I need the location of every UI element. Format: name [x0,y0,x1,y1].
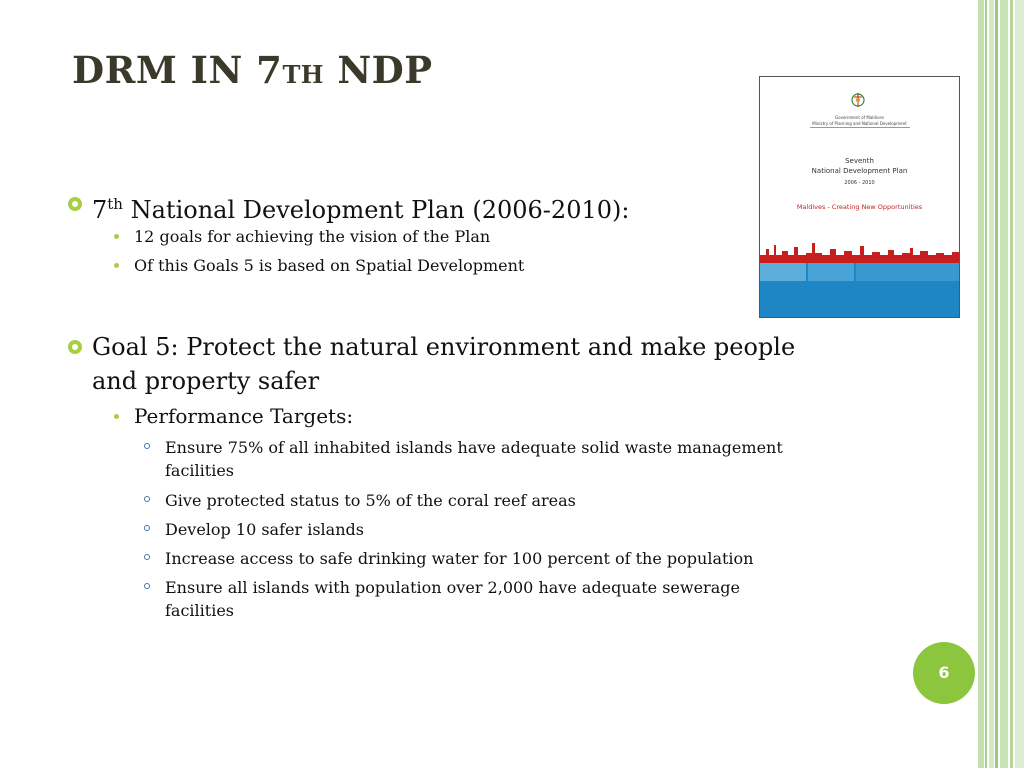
target-bullet-icon [144,554,150,560]
target-item: Increase access to safe drinking water f… [165,547,885,570]
target-text: Increase access to safe drinking water f… [165,549,754,568]
target-item: Ensure all islands with population over … [165,576,885,622]
cover-line1: Seventh [845,157,874,165]
decor-stripe [985,0,987,768]
bullet-ndp: 7th National Development Plan (2006-2010… [92,187,629,227]
target-text-cont: facilities [165,601,234,620]
cover-years: 2006 - 2010 [844,180,875,186]
target-bullet-icon [144,496,150,502]
decor-stripe [989,0,994,768]
target-item: Ensure 75% of all inhabited islands have… [165,436,885,482]
target-bullet-icon [144,443,150,449]
cover-ministry: Ministry of Planning and National Develo… [812,121,907,126]
target-text: Develop 10 safer islands [165,520,364,539]
sub-item-spatial: Of this Goals 5 is based on Spatial Deve… [134,256,525,275]
target-text: Ensure 75% of all inhabited islands have… [165,438,783,457]
ordinal-number: 7 [92,196,108,224]
cover-tagline: Maldives - Creating New Opportunities [796,203,923,211]
decor-stripe [978,0,984,768]
target-text: Ensure all islands with population over … [165,578,740,597]
decor-stripe [1010,0,1013,768]
emblem-icon [851,93,865,107]
target-text-cont: facilities [165,461,234,480]
target-bullet-icon [144,525,150,531]
slide-title: DRM IN 7TH NDP [72,48,433,92]
performance-targets-heading: Performance Targets: [134,404,354,428]
target-text: Give protected status to 5% of the coral… [165,491,576,510]
cover-government: Government of Maldives [835,115,884,120]
decor-stripe [995,0,998,768]
plan-cover-image: Government of Maldives Ministry of Plann… [759,76,960,318]
decor-stripe [1000,0,1008,768]
sub-bullet-icon [114,263,119,268]
bullet-ndp-text: National Development Plan (2006-2010): [122,196,630,224]
target-bullet-icon [144,583,150,589]
decor-stripe [1015,0,1024,768]
sub-bullet-icon [114,414,119,419]
goal5-line1: Goal 5: Protect the natural environment … [92,333,796,361]
cover-line2: National Development Plan [811,167,908,175]
cover-band [760,263,806,281]
target-item: Develop 10 safer islands [165,518,885,541]
bullet-icon [68,197,82,211]
target-item: Give protected status to 5% of the coral… [165,489,885,512]
bullet-goal5: Goal 5: Protect the natural environment … [92,330,892,398]
bullet-icon [68,340,82,354]
title-suffix: NDP [323,48,433,92]
title-prefix: DRM IN 7 [72,48,283,92]
sub-item-goals: 12 goals for achieving the vision of the… [134,227,491,246]
cover-band [856,263,959,281]
title-ordinal: TH [282,60,324,89]
cover-band [808,263,854,281]
cover-divider [810,127,910,128]
sub-bullet-icon [114,234,119,239]
cover-skyline [760,243,959,265]
ordinal-suffix: th [107,195,123,213]
page-number-badge: 6 [913,642,975,704]
goal5-line2: and property safer [92,367,320,395]
